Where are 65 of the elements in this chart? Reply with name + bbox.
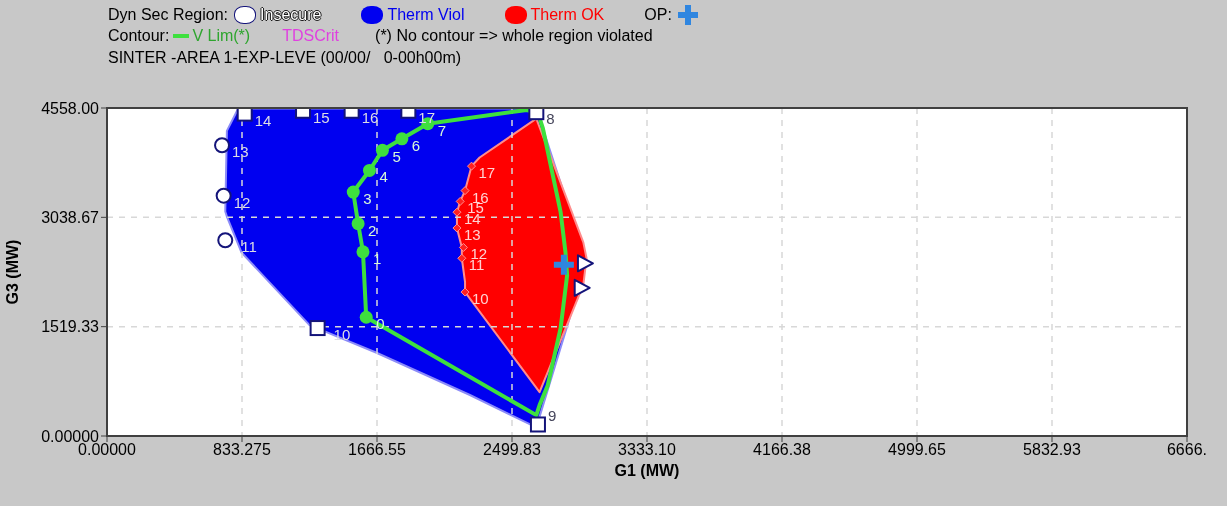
point xyxy=(309,320,326,337)
point xyxy=(362,163,376,177)
annotation: 13 xyxy=(463,226,481,244)
point xyxy=(458,242,468,252)
point xyxy=(356,245,370,259)
x-tick-label: 3333.10 xyxy=(618,441,677,459)
x-tick-label: 4166.38 xyxy=(753,441,812,459)
annotation: 4 xyxy=(379,168,388,186)
x-tick-label: 0.00000 xyxy=(78,441,137,459)
y-tick-label: 1519.33 xyxy=(41,318,100,336)
point xyxy=(573,278,591,297)
annotation: 12 xyxy=(233,193,251,211)
point xyxy=(553,254,574,275)
point xyxy=(529,416,546,433)
x-tick-label: 1666.55 xyxy=(348,441,407,459)
text: (*) No contour => whole region violated xyxy=(375,26,653,46)
x-tick-label: 5832.93 xyxy=(1023,441,1082,459)
x-tick-label: 4999.65 xyxy=(888,441,947,459)
annotation: 5 xyxy=(392,148,401,166)
legend-label: Therm OK xyxy=(530,5,605,25)
legend-label: TDSCrit xyxy=(282,26,340,46)
x-tick-label: 833.275 xyxy=(213,441,272,459)
annotation: 11 xyxy=(241,238,257,256)
annotation: 1 xyxy=(372,249,382,267)
point xyxy=(467,161,477,171)
point xyxy=(351,217,365,231)
point xyxy=(346,185,360,199)
annotation: 10 xyxy=(472,290,489,308)
annotation: 14 xyxy=(254,111,272,129)
text: Contour: xyxy=(108,26,170,46)
annotation: 13 xyxy=(232,143,249,161)
legend-title: Dyn Sec Region: xyxy=(108,5,229,25)
point xyxy=(528,108,545,121)
point xyxy=(455,196,465,206)
annotation: 7 xyxy=(437,121,447,139)
point xyxy=(375,143,389,157)
legend-label: V Lim(*) xyxy=(192,26,251,46)
y-axis-title: G3 (MW) xyxy=(3,239,21,305)
annotation: 9 xyxy=(547,407,557,425)
point xyxy=(215,187,232,204)
point xyxy=(395,132,409,146)
annotation: 15 xyxy=(313,108,330,126)
x-tick-label: 2499.83 xyxy=(483,441,542,459)
point xyxy=(460,186,470,196)
point xyxy=(460,287,470,297)
annotation: 2 xyxy=(368,221,377,239)
annotation: 8 xyxy=(546,110,555,128)
legend-label: Therm Viol xyxy=(387,5,465,25)
point xyxy=(236,108,253,122)
point xyxy=(359,310,373,324)
text: OP: xyxy=(644,5,672,25)
x-axis-title: G1 (MW) xyxy=(614,462,680,479)
y-tick-label: 4558.00 xyxy=(41,99,100,117)
point xyxy=(457,253,467,263)
annotation: 3 xyxy=(363,190,372,208)
point xyxy=(214,137,231,154)
annotation: 17 xyxy=(478,164,496,182)
x-tick-label: 6666. xyxy=(1166,441,1208,459)
annotation: 6 xyxy=(411,136,421,154)
point xyxy=(576,254,594,273)
annotation: 16 xyxy=(361,108,379,126)
legend-label: Insecure xyxy=(260,5,322,25)
chart-title: SINTER -AREA 1-EXP-LEVE (00/00/ 0-00h00m) xyxy=(108,48,462,68)
point xyxy=(452,207,462,217)
y-tick-label: 3038.67 xyxy=(41,209,100,227)
